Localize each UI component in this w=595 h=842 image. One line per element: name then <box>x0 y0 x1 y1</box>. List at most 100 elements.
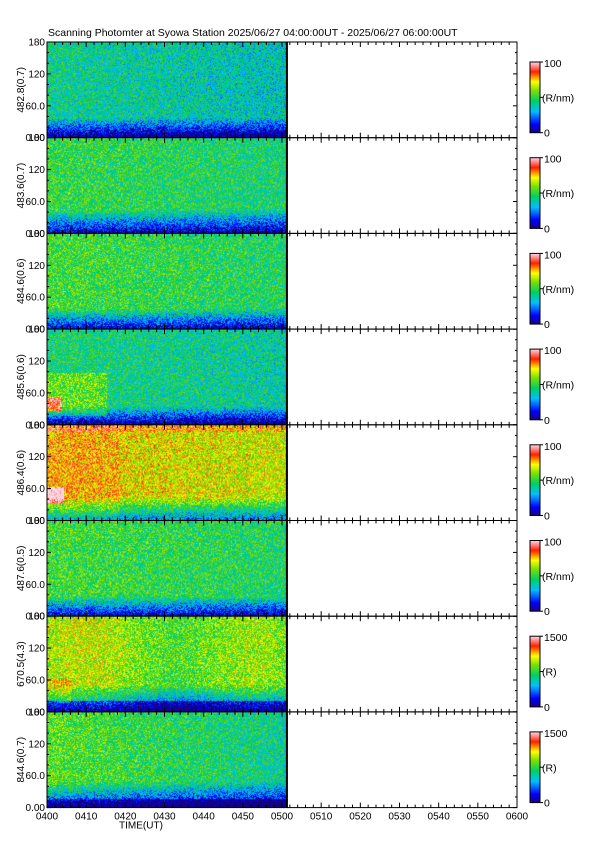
colorbar-max-label: 100 <box>544 154 562 166</box>
colorbar-min-label: 0 <box>544 606 550 618</box>
x-tick-label: 0420 <box>114 812 137 823</box>
heatmap-1 <box>47 42 286 138</box>
panel-2: 0.00 60.0 120 180 483.6(0.7) 100 (R/nm) 0 <box>16 133 574 240</box>
panel-1: 0.00 60.0 120 180 482.8(0.7) 100 (R/nm) 0 <box>16 38 574 145</box>
y-tick-label: 120 <box>28 548 45 559</box>
colorbar-unit-label: (R/nm) <box>542 188 574 200</box>
channel-label: 485.6(0.6) <box>16 354 27 400</box>
y-tick-label: 60.0 <box>26 580 46 591</box>
colorbar-max-label: 100 <box>544 58 562 70</box>
y-tick-label: 180 <box>28 420 45 431</box>
y-tick-label: 120 <box>28 69 45 80</box>
y-tick-label: 120 <box>28 261 45 272</box>
heatmap-7 <box>47 616 286 712</box>
x-tick-label: 0400 <box>36 812 59 823</box>
y-tick-label: 0.00 <box>26 516 46 527</box>
colorbar-unit-label: (R/nm) <box>542 475 574 487</box>
channel-label: 670.5(4.3) <box>16 641 27 687</box>
y-tick-label: 120 <box>28 165 45 176</box>
y-tick-label: 0.00 <box>26 612 46 623</box>
y-tick-label: 0.00 <box>26 229 46 240</box>
x-tick-label: 0510 <box>310 812 333 823</box>
y-tick-label: 180 <box>28 325 45 336</box>
colorbar-max-label: 1500 <box>544 632 568 644</box>
colorbar <box>529 252 541 325</box>
colorbar <box>529 157 541 229</box>
colorbar <box>529 731 541 804</box>
colorbar-min-label: 0 <box>544 798 550 810</box>
panel-stack: 0.00 60.0 120 180 482.8(0.7) 100 (R/nm) 0 0.00 60… <box>16 38 574 815</box>
channel-label: 486.4(0.6) <box>16 450 27 496</box>
panel-5: 0.00 60.0 120 180 486.4(0.6) 100 (R/nm) 0 <box>16 420 574 527</box>
panel-7: 0.00 60.0 120 180 670.5(4.3) 1500 (R) 0 <box>16 612 568 719</box>
y-tick-label: 120 <box>28 644 45 655</box>
colorbar-max-label: 100 <box>544 249 562 261</box>
figure-title: Scanning Photomter at Syowa Station 2025… <box>48 27 458 39</box>
colorbar <box>529 635 541 708</box>
colorbar-unit-label: (R/nm) <box>542 571 574 583</box>
x-tick-label: 0530 <box>388 812 411 823</box>
panel-4: 0.00 60.0 120 180 485.6(0.6) 100 (R/nm) 0 <box>16 325 574 432</box>
channel-label: 487.6(0.5) <box>16 546 27 592</box>
heatmap-8 <box>47 711 286 808</box>
x-tick-label: 0550 <box>467 812 490 823</box>
y-tick-label: 60.0 <box>26 676 46 687</box>
panel-6: 0.00 60.0 120 180 487.6(0.5) 100 (R/nm) 0 <box>16 516 574 623</box>
y-tick-label: 60.0 <box>26 388 46 399</box>
colorbar-unit-label: (R/nm) <box>542 92 574 104</box>
x-tick-label: 0410 <box>75 812 98 823</box>
y-tick-label: 60.0 <box>26 293 46 304</box>
y-tick-label: 180 <box>28 612 45 623</box>
channel-label: 844.6(0.7) <box>16 737 27 783</box>
y-tick-label: 120 <box>28 739 45 750</box>
y-tick-label: 180 <box>28 229 45 240</box>
colorbar-max-label: 100 <box>544 345 562 357</box>
y-tick-label: 0.00 <box>26 803 46 814</box>
colorbar <box>529 444 541 516</box>
colorbar-unit-label: (R) <box>542 667 557 679</box>
colorbar-max-label: 100 <box>544 537 562 549</box>
colorbar <box>529 348 541 421</box>
heatmap-2 <box>47 137 286 234</box>
y-tick-label: 0.00 <box>26 707 46 718</box>
y-tick-label: 180 <box>28 133 45 144</box>
heatmap-6 <box>47 520 286 617</box>
colorbar-min-label: 0 <box>544 702 550 714</box>
y-tick-label: 60.0 <box>26 484 46 495</box>
y-tick-label: 180 <box>28 38 45 49</box>
x-tick-label: 0520 <box>349 812 372 823</box>
colorbar-max-label: 1500 <box>544 728 568 740</box>
panel-3: 0.00 60.0 120 180 484.6(0.6) 100 (R/nm) 0 <box>16 229 574 336</box>
colorbar-min-label: 0 <box>544 415 550 427</box>
channel-label: 483.6(0.7) <box>16 163 27 209</box>
colorbar-unit-label: (R/nm) <box>542 284 574 296</box>
x-tick-label: 0600 <box>506 812 529 823</box>
heatmap-4 <box>47 329 286 425</box>
colorbar-min-label: 0 <box>544 128 550 140</box>
heatmap-3 <box>47 233 286 330</box>
y-tick-label: 60.0 <box>26 771 46 782</box>
x-tick-label: 0450 <box>232 812 255 823</box>
heatmap-5 <box>47 424 286 521</box>
x-tick-label: 0430 <box>153 812 176 823</box>
channel-label: 482.8(0.7) <box>16 67 27 113</box>
y-tick-label: 60.0 <box>26 101 46 112</box>
y-tick-label: 120 <box>28 357 45 368</box>
colorbar-max-label: 100 <box>544 441 562 453</box>
x-axis-label: TIME(UT) <box>119 821 163 832</box>
y-tick-label: 120 <box>28 452 45 463</box>
y-tick-label: 0.00 <box>26 325 46 336</box>
y-tick-label: 0.00 <box>26 133 46 144</box>
colorbar <box>529 61 541 134</box>
x-tick-label: 0500 <box>271 812 294 823</box>
colorbar-min-label: 0 <box>544 319 550 331</box>
x-tick-label: 0540 <box>428 812 451 823</box>
colorbar-unit-label: (R) <box>542 762 557 774</box>
panel-8: 0.00 60.0 120 180 844.6(0.7) 1500 (R) 0 <box>16 707 568 814</box>
y-tick-label: 180 <box>28 516 45 527</box>
colorbar-min-label: 0 <box>544 223 550 235</box>
colorbar-unit-label: (R/nm) <box>542 379 574 391</box>
channel-label: 484.6(0.6) <box>16 258 27 304</box>
colorbar <box>529 540 541 612</box>
